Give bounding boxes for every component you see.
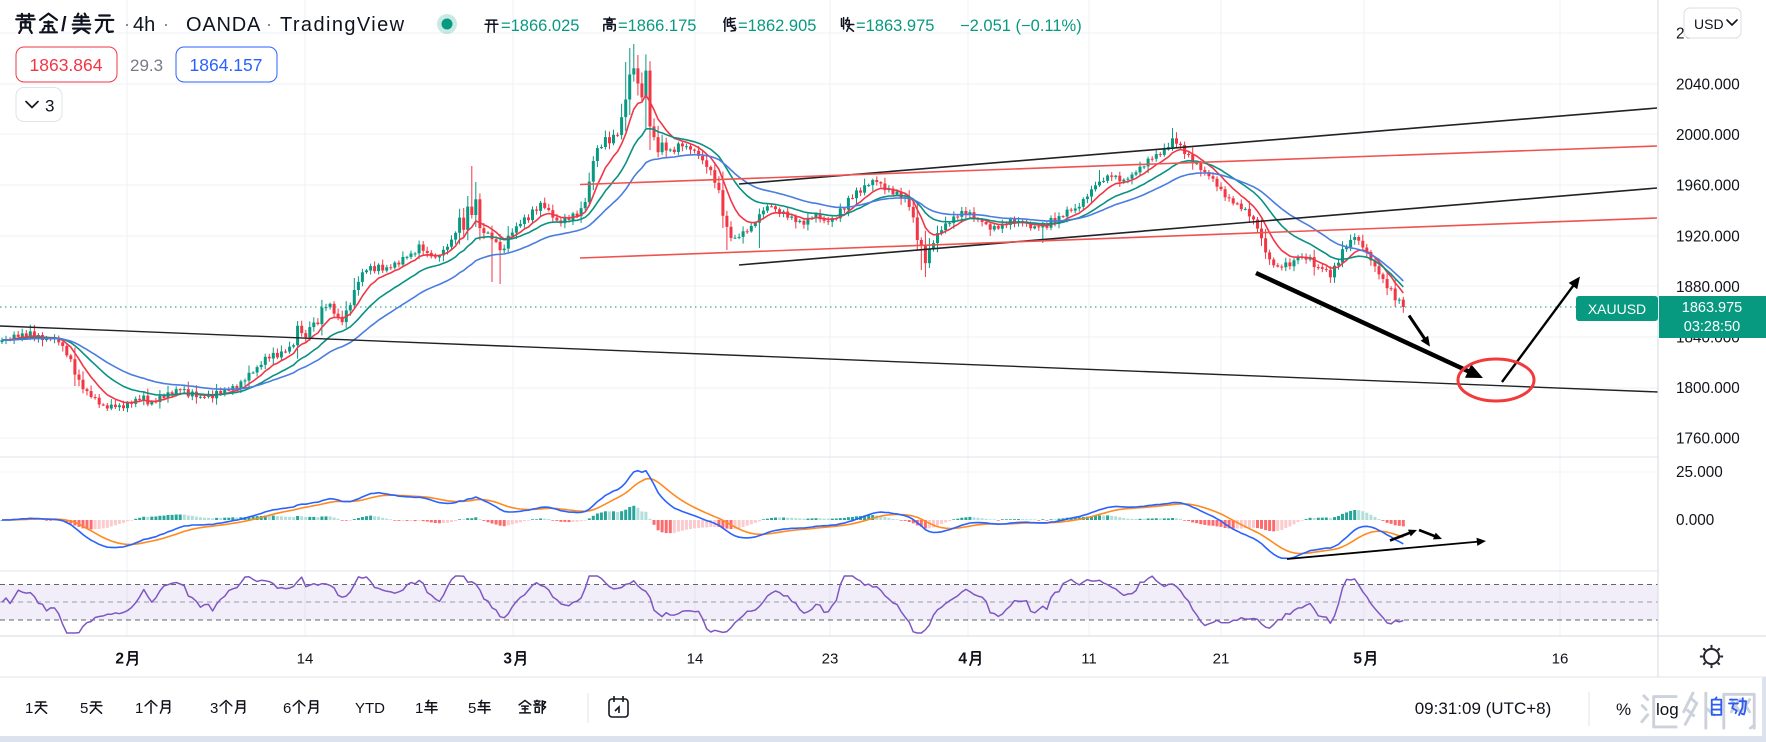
svg-text:14: 14 xyxy=(297,651,314,668)
svg-text:=1862.905: =1862.905 xyxy=(738,17,816,35)
svg-text:=1866.175: =1866.175 xyxy=(618,17,696,35)
svg-text:5: 5 xyxy=(468,700,476,717)
svg-text:0.000: 0.000 xyxy=(1676,512,1714,529)
svg-text:3: 3 xyxy=(210,700,218,717)
svg-text:·: · xyxy=(266,14,272,34)
svg-text:1760.000: 1760.000 xyxy=(1676,431,1740,448)
svg-text:YTD: YTD xyxy=(355,700,385,717)
svg-text:09:31:09 (UTC+8): 09:31:09 (UTC+8) xyxy=(1415,699,1552,718)
svg-text:·: · xyxy=(124,14,130,34)
svg-text:14: 14 xyxy=(687,651,704,668)
svg-text:/: / xyxy=(61,14,67,36)
svg-text:XAUUSD: XAUUSD xyxy=(1588,301,1646,317)
svg-text:=1866.025: =1866.025 xyxy=(501,17,579,35)
svg-text:TradingView: TradingView xyxy=(280,14,405,36)
svg-text:5: 5 xyxy=(1353,651,1362,668)
svg-text:1863.864: 1863.864 xyxy=(30,55,103,75)
svg-text:23: 23 xyxy=(822,651,839,668)
svg-text:OANDA: OANDA xyxy=(186,14,261,36)
svg-text:29.3: 29.3 xyxy=(130,56,163,75)
svg-text:1: 1 xyxy=(415,700,423,717)
svg-text:2: 2 xyxy=(115,651,124,668)
svg-text:3: 3 xyxy=(503,651,512,668)
svg-text:4: 4 xyxy=(958,651,967,668)
svg-text:5: 5 xyxy=(80,700,88,717)
svg-text:03:28:50: 03:28:50 xyxy=(1684,319,1740,335)
svg-text:11: 11 xyxy=(1081,651,1097,668)
svg-text:3: 3 xyxy=(45,97,54,116)
svg-text:1863.975: 1863.975 xyxy=(1682,300,1742,316)
svg-text:1864.157: 1864.157 xyxy=(190,55,263,75)
svg-text:1: 1 xyxy=(135,700,143,717)
svg-text:1920.000: 1920.000 xyxy=(1676,229,1740,246)
svg-text:25.000: 25.000 xyxy=(1676,464,1723,481)
svg-text:1800.000: 1800.000 xyxy=(1676,380,1740,397)
svg-text:USD: USD xyxy=(1694,16,1724,32)
svg-text:=1863.975: =1863.975 xyxy=(856,17,934,35)
svg-text:log: log xyxy=(1656,700,1679,719)
svg-text:1880.000: 1880.000 xyxy=(1676,279,1740,296)
svg-text:16: 16 xyxy=(1552,651,1569,668)
svg-text:%: % xyxy=(1616,700,1631,719)
svg-text:4h: 4h xyxy=(133,14,155,36)
svg-text:1: 1 xyxy=(25,700,33,717)
svg-text:2000.000: 2000.000 xyxy=(1676,127,1740,144)
svg-text:21: 21 xyxy=(1213,651,1230,668)
svg-text:·: · xyxy=(163,14,169,34)
svg-text:1960.000: 1960.000 xyxy=(1676,178,1740,195)
svg-text:2040.000: 2040.000 xyxy=(1676,77,1740,94)
svg-text:−2.051 (−0.11%): −2.051 (−0.11%) xyxy=(960,17,1082,35)
svg-text:6: 6 xyxy=(283,700,291,717)
